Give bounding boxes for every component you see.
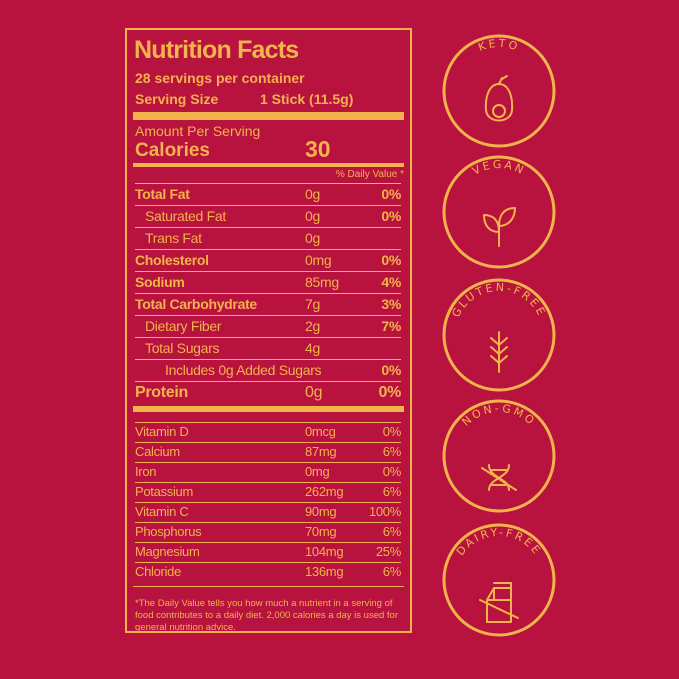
nutrient-name: Chloride [135, 564, 182, 579]
footnote: *The Daily Value tells you how much a nu… [135, 598, 398, 633]
nutrient-amount: 0g [305, 230, 320, 246]
nutrient-name: Magnesium [135, 544, 200, 559]
nutrient-amount: 0mg [305, 252, 332, 268]
calories: 30 [305, 136, 331, 162]
wheat-icon [490, 331, 508, 373]
nutrition-panel: Nutrition Facts 28 servings per containe… [125, 28, 412, 633]
nutrient-row: Total Sugars 4g [135, 337, 401, 360]
serving-size-label: Serving Size [135, 91, 219, 107]
badge-label: NON-GMO [459, 402, 536, 429]
daily-value: 6% [382, 444, 402, 459]
nutrient-amount: 7g [305, 296, 320, 312]
milk-carton-icon [479, 582, 519, 623]
daily-value: 0% [381, 186, 401, 202]
daily-value: 0% [382, 424, 402, 439]
nutrient-row: Includes 0g Added Sugars 0% [135, 359, 401, 382]
nutrient-amount: 4g [305, 340, 320, 356]
badge-label: GLUTEN-FREE [449, 281, 548, 320]
nutrient-row: Dietary Fiber 2g 7% [135, 315, 401, 338]
daily-value: 6% [382, 564, 402, 579]
nutrient-row: Cholesterol 0mg 0% [135, 249, 401, 272]
nutrient-row: Potassium 262mg 6% [135, 482, 401, 503]
thin-rule [133, 586, 404, 587]
daily-value: 0% [378, 384, 401, 401]
nutrient-row: Iron 0mg 0% [135, 462, 401, 483]
nutrient-amount: 87mg [305, 444, 337, 459]
nutrient-name: Cholesterol [135, 252, 209, 268]
daily-value: 0% [381, 208, 401, 224]
badge-label: NON-GMO [459, 402, 538, 429]
nutrient-name: Dietary Fiber [145, 318, 222, 334]
title: Nutrition Facts [134, 36, 299, 64]
daily-value: 6% [382, 484, 402, 499]
nutrient-row: Magnesium 104mg 25% [135, 542, 401, 563]
nutrient-name: Vitamin C [135, 504, 189, 519]
calories-label: Calories [135, 140, 210, 161]
nutrient-row: Chloride 136mg 6% [135, 562, 401, 583]
nutrient-amount: 0g [305, 186, 320, 202]
nutrient-amount: 104mg [305, 544, 344, 559]
badge-label: DAIRY-FREE [454, 526, 544, 558]
badge-label: VEGAN [470, 158, 528, 178]
nutrient-row: Calcium 87mg 6% [135, 442, 401, 463]
badge-label: DAIRY-FREE [454, 526, 542, 558]
nutrient-amount: 70mg [305, 524, 337, 539]
nutrient-name: Potassium [135, 484, 193, 499]
serving-size: 1 Stick (11.5g) [260, 91, 354, 107]
nutrient-row: Protein 0g 0% [135, 381, 401, 404]
daily-value: 0% [381, 362, 401, 378]
avocado-icon [484, 75, 514, 122]
amount-per-serving: Amount Per Serving [135, 123, 261, 139]
nutrient-amount: 0mcg [305, 424, 336, 439]
nutrient-amount: 136mg [305, 564, 344, 579]
nutrient-amount: 0g [305, 208, 320, 224]
nutrient-name: Phosphorus [135, 524, 202, 539]
thick-rule [133, 406, 404, 412]
nutrient-row: Sodium 85mg 4% [135, 271, 401, 294]
nutrient-name: Iron [135, 464, 157, 479]
nutrient-row: Trans Fat 0g [135, 227, 401, 250]
nutrient-amount: 90mg [305, 504, 337, 519]
nutrient-name: Saturated Fat [145, 208, 226, 224]
nutrient-name: Protein [135, 384, 189, 401]
nutrient-amount: 85mg [305, 274, 339, 290]
badge-label: VEGAN [470, 158, 525, 178]
nutrient-name: Sodium [135, 274, 185, 290]
nutrient-name: Total Sugars [145, 340, 220, 356]
nutrient-row: Phosphorus 70mg 6% [135, 522, 401, 543]
daily-value: 3% [381, 296, 401, 312]
nutrient-amount: 2g [305, 318, 320, 334]
daily-value: 25% [375, 544, 401, 559]
nutrient-row: Total Fat 0g 0% [135, 183, 401, 206]
leaf-icon [483, 207, 516, 247]
nutrient-amount: 0g [305, 384, 323, 401]
nutrient-amount: 0mg [305, 464, 330, 479]
nutrient-amount: 262mg [305, 484, 344, 499]
nutrient-name: Total Carbohydrate [135, 296, 257, 312]
nutrient-name: Trans Fat [145, 230, 202, 246]
daily-value-header: % Daily Value * [335, 169, 404, 180]
badge-circles [442, 34, 556, 637]
nutrient-row: Saturated Fat 0g 0% [135, 205, 401, 228]
daily-value: 100% [368, 504, 401, 519]
thick-rule [133, 112, 404, 120]
nutrient-row: Vitamin C 90mg 100% [135, 502, 401, 523]
daily-value: 0% [381, 252, 401, 268]
daily-value: 4% [381, 274, 401, 290]
dna-icon [481, 464, 517, 491]
servings: 28 servings per container [135, 70, 305, 86]
medium-rule [133, 163, 404, 167]
nutrient-name: Vitamin D [135, 424, 189, 439]
nutrient-name: Includes 0g Added Sugars [165, 362, 322, 378]
nutrient-name: Calcium [135, 444, 180, 459]
nutrient-row: Vitamin D 0mcg 0% [135, 422, 401, 443]
nutrient-row: Total Carbohydrate 7g 3% [135, 293, 401, 316]
badge-label: GLUTEN-FREE [449, 281, 546, 320]
daily-value: 0% [382, 464, 402, 479]
daily-value: 7% [381, 318, 401, 334]
daily-value: 6% [382, 524, 402, 539]
nutrient-name: Total Fat [135, 186, 190, 202]
